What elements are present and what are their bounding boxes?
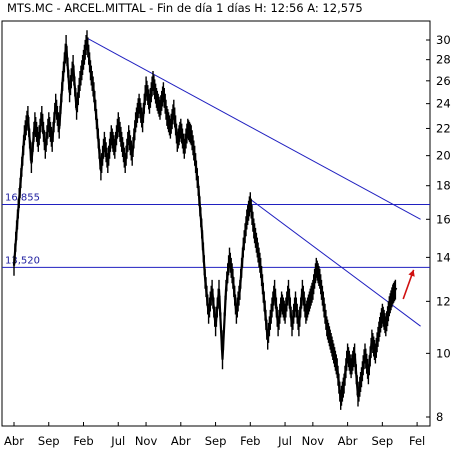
- x-tick-label: Jul: [110, 434, 125, 448]
- y-tick-label: 12: [436, 294, 451, 308]
- arrow-head: [408, 269, 415, 277]
- price-bars: [13, 30, 397, 410]
- y-tick-label: 26: [436, 74, 451, 88]
- trendline: [86, 37, 421, 220]
- x-tick-label: Sep: [38, 434, 60, 448]
- x-axis-ticks: Abr Sep Feb Jul Nov Abr Sep Feb Jul Nov Abr Sep Fel: [4, 422, 425, 448]
- x-tick-label: Abr: [4, 434, 24, 448]
- x-tick-label: Feb: [240, 434, 260, 448]
- y-tick-label: 8: [436, 410, 443, 424]
- x-tick-label: Nov: [302, 434, 325, 448]
- y-tick-label: 10: [436, 346, 451, 360]
- x-tick-label: Nov: [135, 434, 158, 448]
- y-axis-ticks: 30 28 26 24 22 20 18 16 14 12 10 8: [426, 33, 451, 424]
- x-tick-label: Jul: [277, 434, 292, 448]
- x-tick-label: Sep: [372, 434, 394, 448]
- y-tick-label: 28: [436, 53, 451, 67]
- x-tick-label: Fel: [409, 434, 425, 448]
- y-tick-label: 22: [436, 121, 451, 135]
- y-tick-label: 24: [436, 97, 451, 111]
- x-tick-label: Abr: [338, 434, 358, 448]
- y-tick-label: 14: [436, 250, 451, 264]
- horizontal-levels: 16,855 13,520: [2, 192, 430, 268]
- x-tick-label: Feb: [73, 434, 93, 448]
- y-tick-label: 18: [436, 179, 451, 193]
- x-tick-label: Sep: [205, 434, 227, 448]
- y-tick-label: 30: [436, 33, 451, 47]
- chart-title: MTS.MC - ARCEL.MITTAL - Fin de día 1 día…: [7, 1, 363, 15]
- level-label: 16,855: [5, 192, 40, 203]
- level-label: 13,520: [5, 255, 40, 266]
- price-series: [12, 30, 398, 410]
- y-tick-label: 16: [436, 212, 451, 226]
- annotation-arrow: [402, 269, 415, 300]
- y-tick-label: 20: [436, 149, 451, 163]
- x-tick-label: Abr: [171, 434, 191, 448]
